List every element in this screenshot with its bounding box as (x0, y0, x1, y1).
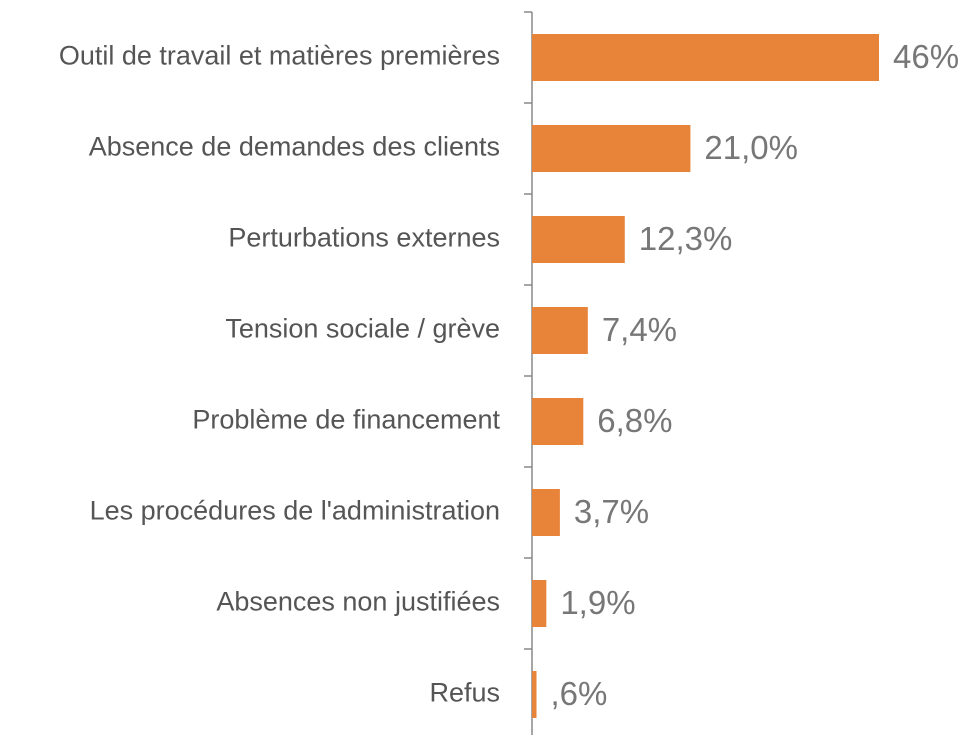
category-label: Perturbations externes (228, 223, 500, 253)
value-label: 21,0% (704, 129, 798, 166)
bar (532, 307, 588, 354)
value-label: ,6% (551, 675, 608, 712)
value-label: 1,9% (560, 584, 635, 621)
category-label: Refus (429, 678, 500, 708)
category-label: Absence de demandes des clients (89, 132, 500, 162)
bar (532, 398, 584, 445)
bar (532, 580, 547, 627)
category-label: Problème de financement (192, 405, 500, 435)
bar (532, 216, 625, 263)
value-label: 6,8% (597, 402, 672, 439)
bar (532, 489, 560, 536)
bar (532, 671, 537, 718)
bar (532, 125, 691, 172)
category-label: Absences non justifiées (216, 587, 500, 617)
category-label: Les procédures de l'administration (90, 496, 500, 526)
category-label: Tension sociale / grève (225, 314, 500, 344)
category-label: Outil de travail et matières premières (59, 41, 500, 71)
value-label: 12,3% (639, 220, 733, 257)
bar (532, 34, 879, 81)
value-label: 46% (893, 38, 959, 75)
value-label: 3,7% (574, 493, 649, 530)
value-label: 7,4% (602, 311, 677, 348)
